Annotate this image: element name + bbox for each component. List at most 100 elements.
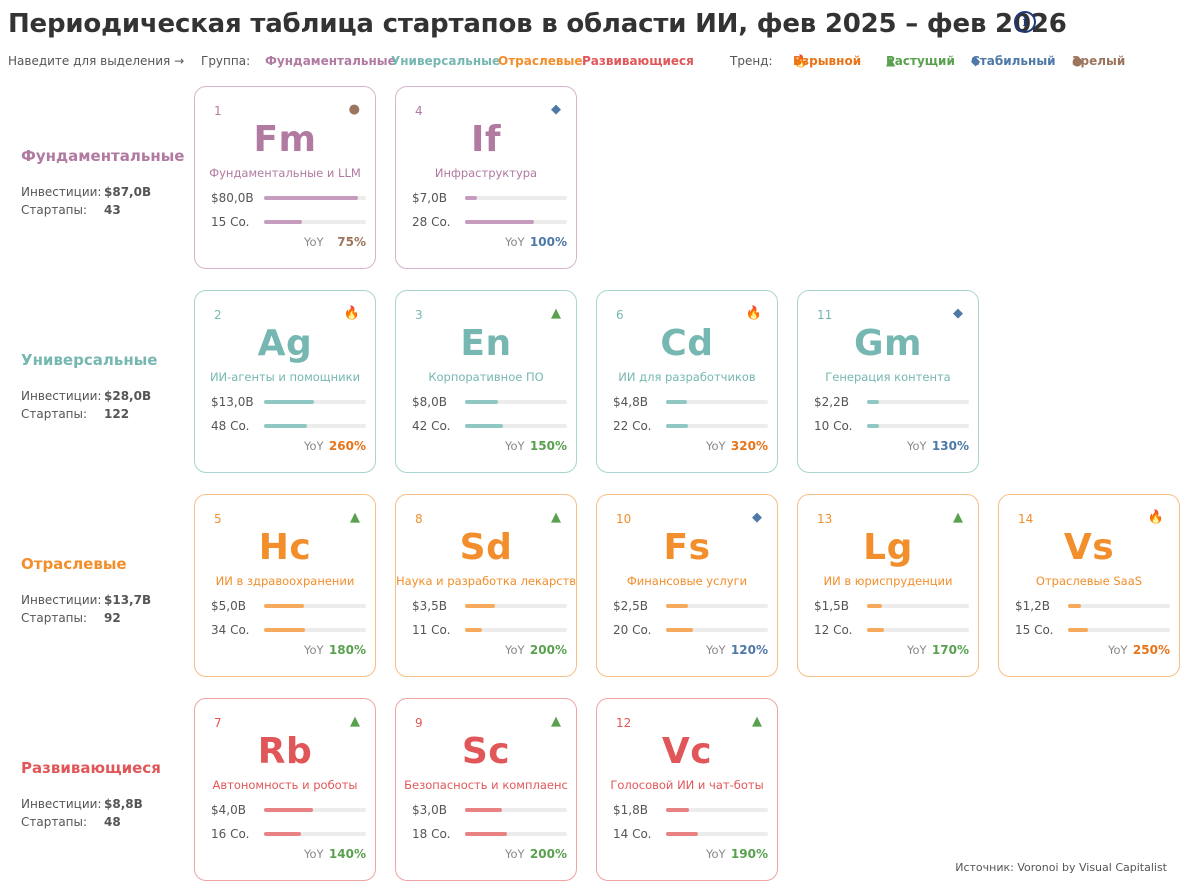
funding-bar-fill: [465, 400, 498, 404]
element-symbol: Fs: [663, 527, 711, 568]
element-symbol: Sd: [459, 527, 513, 568]
element-card-vc[interactable]: 12 ▲ Vc Голосовой ИИ и чат-боты $1,8B 14…: [596, 698, 778, 881]
companies-row: 28 Co.: [412, 215, 572, 229]
element-card-if[interactable]: 4 ◆ If Инфраструктура $7,0B 28 Co. YoY 1…: [395, 86, 577, 269]
funding-bar-track: [666, 808, 768, 812]
companies-bar-track: [465, 628, 567, 632]
companies-bar-track: [867, 628, 969, 632]
funding-value: $1,5B: [814, 599, 849, 613]
element-symbol: Cd: [660, 323, 714, 364]
element-card-lg[interactable]: 13 ▲ Lg ИИ в юриспруденции $1,5B 12 Co. …: [797, 494, 979, 677]
funding-bar-track: [465, 604, 567, 608]
startups-value: 92: [104, 611, 121, 625]
legend-group-emerging[interactable]: Развивающиеся: [582, 54, 694, 68]
element-card-ag[interactable]: 2 🔥 Ag ИИ-агенты и помощники $13,0B 48 C…: [194, 290, 376, 473]
element-card-gm[interactable]: 11 ◆ Gm Генерация контента $2,2B 10 Co. …: [797, 290, 979, 473]
companies-row: 48 Co.: [211, 419, 371, 433]
legend-group-horizontal[interactable]: Универсальные: [391, 54, 501, 68]
element-card-vs[interactable]: 14 🔥 Vs Отраслевые SaaS $1,2B 15 Co. YoY…: [998, 494, 1180, 677]
legend-group-foundational[interactable]: Фундаментальные: [265, 54, 396, 68]
companies-bar-track: [867, 424, 969, 428]
funding-row: $2,2B: [814, 395, 974, 409]
group-startups: Стартапы: 48: [21, 815, 191, 830]
companies-bar-fill: [666, 424, 689, 428]
funding-row: $7,0B: [412, 191, 572, 205]
investment-value: $8,8B: [104, 797, 143, 811]
element-card-rb[interactable]: 7 ▲ Rb Автономность и роботы $4,0B 16 Co…: [194, 698, 376, 881]
companies-value: 14 Co.: [613, 827, 652, 841]
companies-value: 15 Co.: [211, 215, 250, 229]
funding-bar-track: [465, 400, 567, 404]
group-panel-horizontal: Универсальные Инвестиции: $28,0B Стартап…: [21, 351, 191, 422]
title-row: Периодическая таблица стартапов в област…: [8, 6, 1067, 42]
companies-bar-fill: [264, 832, 301, 836]
source-note: Источник: Voronoi by Visual Capitalist: [955, 861, 1167, 874]
funding-bar-track: [1068, 604, 1170, 608]
group-startups: Стартапы: 122: [21, 407, 191, 422]
fire-icon: 🔥: [343, 306, 360, 321]
element-card-en[interactable]: 3 ▲ En Корпоративное ПО $8,0B 42 Co. YoY…: [395, 290, 577, 473]
element-name: Наука и разработка лекарств: [396, 574, 577, 588]
companies-bar-fill: [465, 424, 503, 428]
companies-value: 20 Co.: [613, 623, 652, 637]
element-name: ИИ в юриспруденции: [823, 574, 953, 588]
fire-icon: 🔥: [1147, 510, 1164, 525]
element-name: Безопасность и комплаенс: [404, 778, 568, 792]
funding-row: $1,2B: [1015, 599, 1175, 613]
companies-bar-fill: [264, 424, 307, 428]
funding-bar-fill: [666, 604, 689, 608]
yoy-label: YoY: [505, 235, 525, 249]
group-startups: Стартапы: 92: [21, 611, 191, 626]
funding-bar-fill: [465, 808, 502, 812]
element-card-sd[interactable]: 8 ▲ Sd Наука и разработка лекарств $3,5B…: [395, 494, 577, 677]
group-name: Универсальные: [21, 351, 158, 369]
companies-bar-fill: [666, 832, 698, 836]
funding-row: $5,0B: [211, 599, 371, 613]
companies-bar-track: [666, 628, 768, 632]
startups-value: 122: [104, 407, 130, 421]
startups-label: Стартапы:: [21, 203, 88, 217]
page-title: Периодическая таблица стартапов в област…: [8, 9, 1067, 39]
legend-group-vertical[interactable]: Отраслевые: [498, 54, 583, 68]
companies-row: 42 Co.: [412, 419, 572, 433]
legend-trend-label-text: Зрелый: [1072, 54, 1126, 68]
funding-bar-fill: [264, 196, 358, 200]
funding-bar-track: [666, 604, 768, 608]
group-panel-emerging: Развивающиеся Инвестиции: $8,8B Стартапы…: [21, 759, 191, 830]
yoy-label: YoY: [304, 439, 324, 453]
funding-bar-fill: [264, 808, 313, 812]
element-card-fs[interactable]: 10 ◆ Fs Финансовые услуги $2,5B 20 Co. Y…: [596, 494, 778, 677]
funding-row: $1,5B: [814, 599, 974, 613]
yoy-value: 190%: [730, 847, 768, 861]
funding-value: $4,8B: [613, 395, 648, 409]
companies-bar-fill: [1068, 628, 1089, 632]
funding-bar-track: [264, 400, 366, 404]
element-symbol: Rb: [257, 731, 313, 772]
triangle-up-icon: ▲: [752, 714, 762, 729]
element-card-fm[interactable]: 1 ● Fm Фундаментальные и LLM $80,0B 15 C…: [194, 86, 376, 269]
funding-bar-fill: [867, 604, 883, 608]
fire-icon: 🔥: [793, 54, 808, 68]
legend-trend-label-text: Растущий: [886, 54, 955, 68]
element-number: 5: [214, 512, 222, 526]
companies-bar-track: [666, 424, 768, 428]
element-card-sc[interactable]: 9 ▲ Sc Безопасность и комплаенс $3,0B 18…: [395, 698, 577, 881]
yoy-value: 320%: [730, 439, 768, 453]
element-name: Фундаментальные и LLM: [209, 166, 361, 180]
companies-value: 11 Co.: [412, 623, 451, 637]
funding-bar-track: [264, 604, 366, 608]
group-investment: Инвестиции: $87,0B: [21, 185, 191, 200]
companies-row: 34 Co.: [211, 623, 371, 637]
companies-bar-fill: [465, 220, 535, 224]
element-symbol: Vs: [1063, 527, 1115, 568]
info-icon[interactable]: i: [1014, 11, 1036, 33]
funding-value: $3,0B: [412, 803, 447, 817]
yoy-value: 170%: [931, 643, 969, 657]
companies-bar-track: [1068, 628, 1170, 632]
fire-icon: 🔥: [745, 306, 762, 321]
element-card-hc[interactable]: 5 ▲ Hc ИИ в здравоохранении $5,0B 34 Co.…: [194, 494, 376, 677]
funding-row: $4,0B: [211, 803, 371, 817]
element-card-cd[interactable]: 6 🔥 Cd ИИ для разработчиков $4,8B 22 Co.…: [596, 290, 778, 473]
companies-row: 16 Co.: [211, 827, 371, 841]
element-name: ИИ-агенты и помощники: [209, 370, 361, 384]
